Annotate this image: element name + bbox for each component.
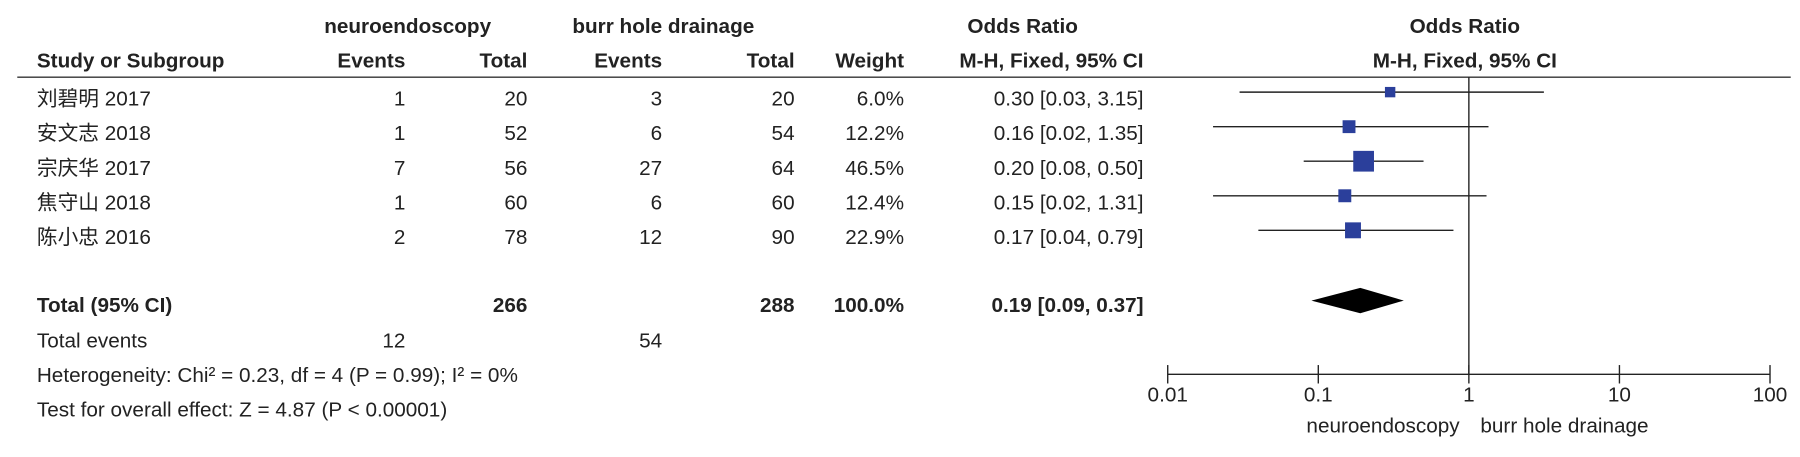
events: 1 <box>394 88 406 111</box>
study-name: 安文志 2018 <box>37 122 151 145</box>
events: 27 <box>639 157 662 180</box>
weight: 100.0% <box>834 294 904 317</box>
column-header: Weight <box>835 50 904 73</box>
x-tick-label: 100 <box>1753 384 1788 407</box>
plot-area: neuroendoscopy burr hole drainage Odds Rat… <box>17 15 1791 438</box>
column-header: M-H, Fixed, 95% CI <box>959 50 1143 73</box>
effect-header: Odds Ratio <box>967 15 1078 38</box>
column-header: Study or Subgroup <box>37 50 225 73</box>
events: 2 <box>394 226 406 249</box>
total: 52 <box>504 122 527 145</box>
overall-effect: Test for overall effect: Z = 4.87 (P < 0… <box>37 399 447 422</box>
ci: 0.15 [0.02, 1.31] <box>994 191 1144 214</box>
column-header: Events <box>337 50 405 73</box>
study-name: 宗庆华 2017 <box>37 157 151 180</box>
events: 3 <box>651 88 663 111</box>
effect-square <box>1345 222 1361 239</box>
column-header: Events <box>594 50 662 73</box>
x-label: neuroendoscopy <box>1306 415 1460 438</box>
events: 1 <box>394 122 406 145</box>
total: 56 <box>504 157 527 180</box>
x-tick-label: 10 <box>1608 384 1631 407</box>
total: 54 <box>772 122 795 145</box>
total: 60 <box>504 191 527 214</box>
total: 78 <box>504 226 527 249</box>
total-label: Total (95% CI) <box>37 294 172 317</box>
group-header: burr hole drainage <box>572 15 754 38</box>
total: 288 <box>760 294 795 317</box>
heterogeneity: Heterogeneity: Chi² = 0.23, df = 4 (P = … <box>37 364 518 387</box>
events: 1 <box>394 191 406 214</box>
column-header: Total <box>747 50 795 73</box>
effect-square <box>1342 120 1356 134</box>
events: 7 <box>394 157 406 180</box>
ci: 0.17 [0.04, 0.79] <box>994 226 1144 249</box>
total: 20 <box>772 88 795 111</box>
effect-header: Odds Ratio <box>1410 15 1521 38</box>
events: 54 <box>639 329 662 352</box>
x-tick-label: 0.01 <box>1148 384 1188 407</box>
total: 20 <box>504 88 527 111</box>
x-label: burr hole drainage <box>1480 415 1648 438</box>
study-name: 陈小忠 2016 <box>37 226 151 249</box>
events: 12 <box>639 226 662 249</box>
study-name: 焦守山 2018 <box>37 191 151 214</box>
ci: 0.16 [0.02, 1.35] <box>994 122 1144 145</box>
events: 12 <box>382 329 405 352</box>
total: 90 <box>772 226 795 249</box>
events: 6 <box>651 191 663 214</box>
summary-diamond <box>1311 287 1404 314</box>
study-name: 刘碧明 2017 <box>37 88 151 111</box>
x-tick-label: 1 <box>1463 384 1475 407</box>
effect-square <box>1384 86 1396 98</box>
weight: 22.9% <box>845 226 904 249</box>
total-events-label: Total events <box>37 329 148 352</box>
total: 64 <box>772 157 795 180</box>
x-tick-label: 0.1 <box>1304 384 1333 407</box>
weight: 12.4% <box>845 191 904 214</box>
weight: 46.5% <box>845 157 904 180</box>
total: 266 <box>493 294 528 317</box>
group-header: neuroendoscopy <box>324 15 491 38</box>
column-header: M-H, Fixed, 95% CI <box>1373 50 1557 73</box>
ci: 0.30 [0.03, 3.15] <box>994 88 1144 111</box>
effect-square <box>1338 189 1352 203</box>
column-header: Total <box>479 50 527 73</box>
effect-square <box>1353 150 1374 172</box>
total: 60 <box>772 191 795 214</box>
weight: 12.2% <box>845 122 904 145</box>
ci: 0.20 [0.08, 0.50] <box>994 157 1144 180</box>
events: 6 <box>651 122 663 145</box>
weight: 6.0% <box>857 88 904 111</box>
ci: 0.19 [0.09, 0.37] <box>991 294 1143 317</box>
